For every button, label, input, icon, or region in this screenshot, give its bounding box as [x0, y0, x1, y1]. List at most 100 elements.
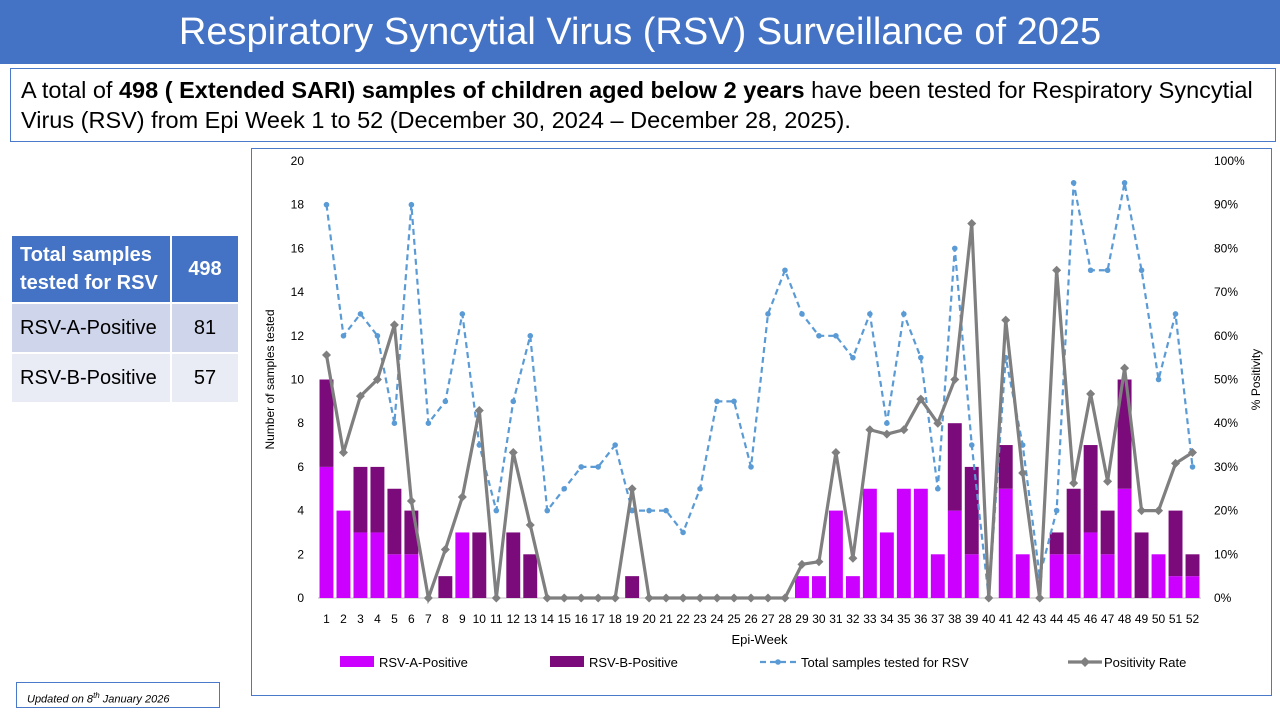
- total-samples-point: [918, 354, 924, 361]
- x-tick-label: 42: [1016, 612, 1030, 626]
- legend-marker-positivity: [1080, 657, 1090, 667]
- x-tick-label: 5: [391, 612, 398, 626]
- total-samples-point: [357, 311, 364, 317]
- legend-label-total: Total samples tested for RSV: [801, 655, 969, 670]
- x-tick-label: 29: [795, 612, 809, 626]
- page-title: Respiratory Syncytial Virus (RSV) Survei…: [0, 0, 1280, 64]
- positivity-point: [1171, 458, 1181, 468]
- x-tick-label: 16: [575, 612, 589, 626]
- positivity-point: [780, 593, 790, 603]
- x-tick-label: 46: [1084, 612, 1098, 626]
- bar-rsv-a: [1100, 554, 1115, 598]
- rsv-chart: 024681012141618200%10%20%30%40%50%60%70%…: [263, 154, 1263, 670]
- x-tick-label: 37: [931, 612, 945, 626]
- total-samples-point: [951, 245, 958, 252]
- x-tick-label: 52: [1186, 612, 1200, 626]
- x-tick-label: 14: [541, 612, 555, 626]
- total-samples-point: [833, 333, 839, 339]
- positivity-point: [525, 520, 535, 530]
- y2-axis-title: % Positivity: [1249, 349, 1263, 410]
- y2-tick-label: 60%: [1214, 329, 1238, 343]
- positivity-point: [372, 375, 382, 384]
- updated-sup: th: [93, 691, 100, 700]
- y2-tick-label: 80%: [1214, 241, 1238, 255]
- bar-rsv-a: [794, 576, 809, 598]
- positivity-point: [576, 593, 586, 603]
- total-samples-point: [646, 507, 652, 514]
- legend-label-positivity: Positivity Rate: [1104, 655, 1186, 670]
- total-samples-point: [595, 464, 601, 470]
- total-samples-point: [1155, 376, 1162, 383]
- bar-rsv-b: [1100, 510, 1115, 555]
- y-tick-label: 18: [291, 198, 305, 212]
- x-tick-label: 41: [999, 612, 1013, 626]
- bar-rsv-b: [1083, 445, 1098, 533]
- summary-table: Total samples tested for RSV 498 RSV-A-P…: [10, 234, 240, 404]
- total-samples-point: [544, 507, 551, 514]
- legend-label-rsv-a: RSV-A-Positive: [379, 655, 468, 670]
- total-samples-point: [493, 507, 500, 514]
- positivity-point: [899, 425, 909, 435]
- bar-rsv-a: [1117, 488, 1132, 598]
- x-tick-label: 15: [558, 612, 572, 626]
- total-samples-point: [425, 420, 432, 427]
- bar-rsv-a: [964, 554, 979, 598]
- x-tick-label: 45: [1067, 612, 1081, 626]
- x-tick-label: 6: [408, 612, 415, 626]
- total-samples-point: [850, 354, 856, 361]
- bar-rsv-a: [930, 554, 945, 598]
- positivity-point: [1018, 468, 1028, 478]
- chart-container: 0 2 4 6 8 10 12 14 16 18 20 0% 10% 20% 30% 40% 50% 60% 70%…: [251, 148, 1272, 696]
- x-tick-label: 12: [507, 612, 521, 626]
- x-tick-label: 32: [846, 612, 860, 626]
- positivity-point: [457, 492, 467, 502]
- bar-rsv-b: [1049, 532, 1064, 555]
- positivity-point: [1069, 478, 1079, 488]
- total-samples-point: [527, 333, 534, 339]
- x-axis-title: Epi-Week: [731, 632, 788, 647]
- bar-rsv-a: [370, 532, 385, 598]
- x-tick-label: 4: [374, 612, 381, 626]
- x-tick-label: 3: [357, 612, 364, 626]
- positivity-point: [678, 593, 688, 603]
- positivity-point: [1154, 506, 1164, 516]
- x-tick-label: 27: [761, 612, 775, 626]
- legend-label-rsv-b: RSV-B-Positive: [589, 655, 678, 670]
- y-tick-label: 14: [291, 285, 305, 299]
- bar-rsv-b: [319, 379, 334, 467]
- positivity-point: [984, 593, 994, 603]
- bar-rsv-b: [506, 532, 521, 598]
- intro-text: A total of 498 ( Extended SARI) samples …: [10, 68, 1276, 142]
- total-samples-point: [1121, 180, 1128, 186]
- y-tick-label: 0: [297, 591, 304, 605]
- x-tick-label: 24: [710, 612, 724, 626]
- intro-bold: 498 ( Extended SARI) samples of children…: [118, 77, 805, 103]
- positivity-point: [593, 593, 603, 603]
- total-samples-point: [629, 507, 635, 514]
- legend-marker-total: [775, 659, 781, 665]
- x-tick-label: 17: [592, 612, 606, 626]
- y2-tick-label: 20%: [1214, 504, 1238, 518]
- x-tick-label: 51: [1169, 612, 1183, 626]
- y2-tick-label: 90%: [1214, 198, 1238, 212]
- total-samples-point: [884, 420, 890, 427]
- y2-tick-label: 100%: [1214, 154, 1245, 168]
- x-tick-label: 47: [1101, 612, 1115, 626]
- positivity-point: [797, 559, 807, 569]
- x-tick-label: 40: [982, 612, 996, 626]
- positivity-point: [508, 447, 518, 457]
- x-tick-label: 30: [812, 612, 826, 626]
- x-tick-label: 18: [608, 612, 622, 626]
- positivity-point: [916, 394, 926, 404]
- total-samples-point: [663, 507, 669, 514]
- positivity-point: [542, 593, 552, 603]
- positivity-point: [967, 218, 977, 228]
- y-tick-label: 16: [291, 241, 305, 255]
- positivity-point: [474, 406, 484, 416]
- updated-suffix: January 2026: [99, 693, 170, 706]
- bar-rsv-a: [336, 510, 351, 598]
- total-samples-point: [1087, 267, 1094, 274]
- bar-rsv-a: [1015, 554, 1030, 598]
- x-tick-label: 50: [1152, 612, 1166, 626]
- bar-rsv-a: [896, 488, 911, 598]
